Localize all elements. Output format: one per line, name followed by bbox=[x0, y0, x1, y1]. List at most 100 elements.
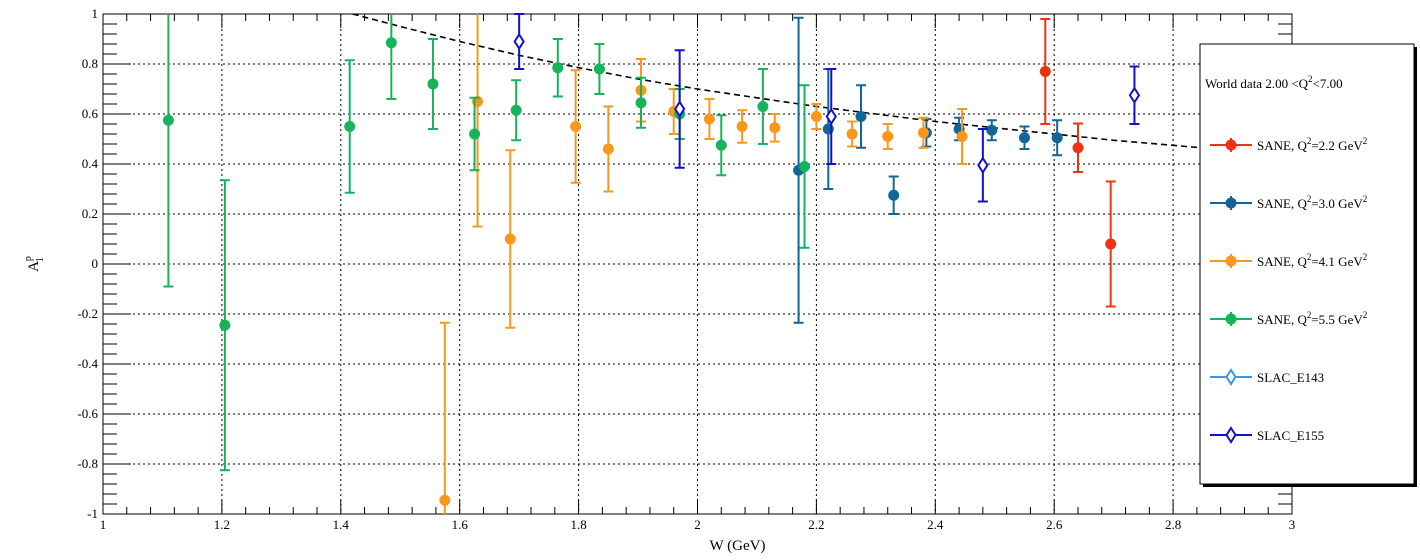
data-point bbox=[385, 14, 397, 100]
data-point bbox=[513, 13, 525, 70]
legend-entry: SANE, Q2=4.1 GeV2 bbox=[1210, 252, 1367, 269]
y-axis-title-sup: p bbox=[23, 256, 34, 261]
point-marker bbox=[769, 122, 781, 134]
data-point bbox=[888, 175, 900, 215]
y-tick-label: 0.8 bbox=[82, 56, 98, 71]
legend-entry: SLAC_E143 bbox=[1210, 368, 1324, 386]
point-marker bbox=[703, 113, 715, 125]
legend-label: SANE, Q2=2.2 GeV2 bbox=[1257, 136, 1367, 153]
x-tick-label: 2 bbox=[694, 517, 701, 532]
point-marker bbox=[385, 37, 397, 49]
data-point bbox=[1018, 125, 1030, 150]
point-marker bbox=[855, 111, 867, 122]
point-marker bbox=[552, 62, 564, 74]
legend-label-sup: 2 bbox=[1307, 310, 1312, 320]
point-marker bbox=[1128, 86, 1141, 105]
y-axis-title-base: A bbox=[26, 261, 42, 272]
data-point bbox=[635, 76, 647, 129]
data-point bbox=[673, 49, 686, 169]
y-tick-label: -1 bbox=[87, 506, 98, 521]
legend-label: SLAC_E155 bbox=[1257, 428, 1324, 443]
legend-label: SANE, Q2=4.1 GeV2 bbox=[1257, 252, 1367, 269]
legend-label: SANE, Q2=3.0 GeV2 bbox=[1257, 194, 1367, 211]
x-tick-label: 2.6 bbox=[1046, 517, 1063, 532]
legend-header-prefix: World data 2.00 <Q bbox=[1205, 76, 1309, 91]
point-marker bbox=[1039, 66, 1051, 77]
x-axis-title: W (GeV) bbox=[710, 538, 766, 554]
legend-label-part: SANE, Q bbox=[1257, 196, 1307, 211]
legend-label-sup: 2 bbox=[1363, 194, 1368, 204]
point-marker bbox=[504, 233, 516, 245]
y-tick-label: -0.8 bbox=[77, 456, 98, 471]
legend-label-part: =5.5 GeV bbox=[1311, 312, 1363, 327]
y-tick-label: 0 bbox=[92, 256, 99, 271]
point-marker bbox=[917, 127, 929, 139]
legend-entry: SANE, Q2=3.0 GeV2 bbox=[1210, 194, 1367, 211]
data-point bbox=[769, 113, 781, 143]
point-marker bbox=[513, 32, 525, 51]
point-marker bbox=[977, 156, 989, 175]
legend-label-part: SANE, Q bbox=[1257, 138, 1307, 153]
data-point bbox=[552, 38, 564, 98]
legend-entry: SANE, Q2=2.2 GeV2 bbox=[1210, 136, 1367, 153]
data-point bbox=[917, 116, 929, 149]
legend-label: SANE, Q2=5.5 GeV2 bbox=[1257, 310, 1367, 327]
point-marker bbox=[593, 63, 605, 75]
point-marker bbox=[736, 121, 748, 132]
data-point bbox=[882, 123, 894, 150]
point-marker bbox=[673, 100, 686, 118]
legend-label-sup: 2 bbox=[1307, 252, 1312, 262]
data-point bbox=[570, 69, 582, 184]
legend-label: SLAC_E143 bbox=[1257, 370, 1324, 385]
data-point bbox=[736, 109, 748, 144]
x-tick-label: 2.2 bbox=[808, 517, 824, 532]
point-marker bbox=[1072, 142, 1084, 154]
point-marker bbox=[162, 114, 174, 126]
y-tick-label: -0.4 bbox=[77, 356, 98, 371]
point-marker bbox=[219, 319, 231, 331]
point-marker bbox=[427, 78, 439, 90]
point-marker bbox=[1105, 238, 1117, 250]
x-tick-label: 1.8 bbox=[570, 517, 586, 532]
data-point bbox=[219, 179, 231, 472]
point-marker bbox=[469, 128, 481, 140]
point-marker bbox=[602, 143, 614, 155]
data-point bbox=[1072, 122, 1084, 173]
data-point bbox=[825, 68, 837, 165]
data-point bbox=[162, 14, 174, 288]
point-marker bbox=[888, 189, 900, 201]
point-marker bbox=[956, 131, 968, 142]
legend-marker bbox=[1225, 426, 1237, 444]
point-marker bbox=[570, 121, 582, 132]
x-tick-label: 1.4 bbox=[333, 517, 350, 532]
x-tick-label: 2.8 bbox=[1165, 517, 1181, 532]
legend-label-part: =4.1 GeV bbox=[1311, 254, 1363, 269]
y-axis-title-sub: 1 bbox=[35, 257, 46, 262]
legend-label-part: SANE, Q bbox=[1257, 312, 1307, 327]
grid bbox=[103, 14, 1292, 514]
legend-header: World data 2.00 <Q2<7.00 bbox=[1205, 74, 1343, 91]
data-point bbox=[956, 108, 968, 165]
legend-label-sup: 2 bbox=[1307, 136, 1312, 146]
data-point bbox=[1051, 119, 1063, 157]
y-axis-title: Ap1 bbox=[23, 256, 46, 272]
legend-marker bbox=[1225, 139, 1237, 151]
y-tick-label: 1 bbox=[92, 6, 99, 21]
data-point bbox=[510, 79, 522, 142]
point-marker bbox=[986, 124, 998, 136]
point-marker bbox=[439, 494, 451, 506]
x-tick-label: 2.4 bbox=[927, 517, 944, 532]
data-point bbox=[469, 96, 481, 172]
point-marker bbox=[757, 101, 769, 112]
dashed-curve bbox=[352, 13, 1215, 150]
point-marker bbox=[1051, 132, 1063, 144]
x-tick-label: 1 bbox=[100, 517, 107, 532]
legend-label-sup: 2 bbox=[1363, 310, 1368, 320]
x-tick-label: 3 bbox=[1289, 517, 1296, 532]
data-point bbox=[602, 105, 614, 193]
legend-label-sup: 2 bbox=[1363, 136, 1368, 146]
point-marker bbox=[715, 139, 727, 151]
point-marker bbox=[810, 111, 822, 122]
